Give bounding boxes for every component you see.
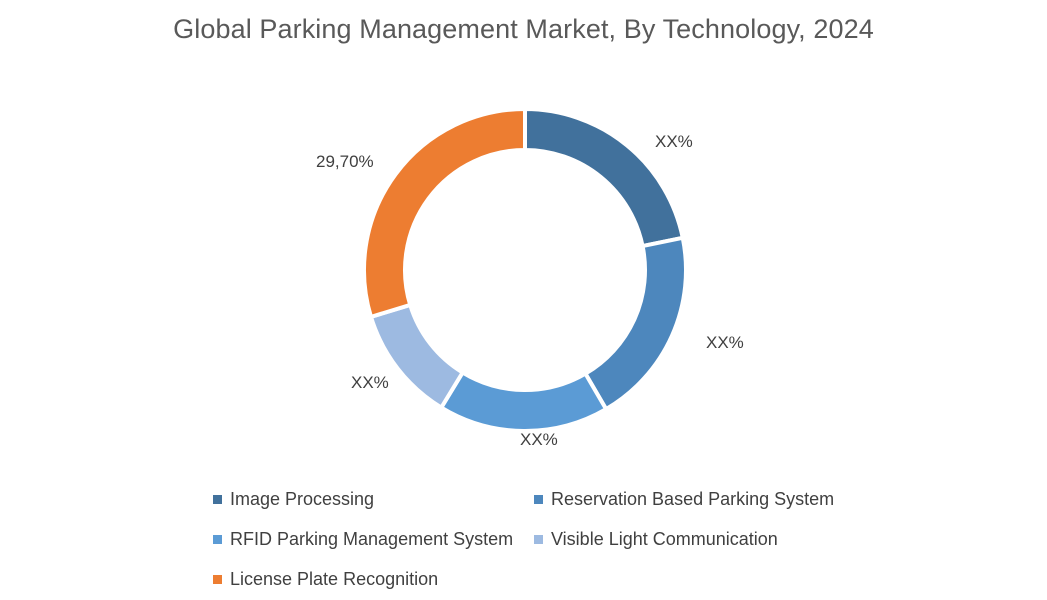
legend-item-reservation-based[interactable]: Reservation Based Parking System [534,489,834,510]
data-label-reservation-based: XX% [706,333,744,352]
legend-swatch-icon [213,575,222,584]
legend-label: Reservation Based Parking System [551,489,835,509]
legend-swatch-icon [534,535,543,544]
donut-slice-image-processing[interactable] [523,106,686,249]
donut-slice-rfid[interactable] [438,369,609,433]
legend-item-image-processing[interactable]: Image Processing [213,489,374,510]
legend-item-visible-light[interactable]: Visible Light Communication [534,529,778,550]
legend-item-rfid[interactable]: RFID Parking Management System [213,529,513,550]
legend-label: Visible Light Communication [551,529,778,549]
legend-swatch-icon [213,495,222,504]
legend-swatch-icon [534,495,543,504]
legend-label: RFID Parking Management System [230,529,514,549]
data-label-visible-light: XX% [351,373,389,392]
legend-swatch-icon [213,535,222,544]
legend-label: License Plate Recognition [230,569,439,589]
legend-item-license-plate[interactable]: License Plate Recognition [213,569,438,590]
data-label-license-plate: 29,70% [316,152,374,171]
data-label-rfid: XX% [520,430,558,449]
data-label-image-processing: XX% [655,132,693,151]
chart-title: Global Parking Management Market, By Tec… [173,14,874,44]
donut-slice-license-plate[interactable] [362,106,527,320]
legend-label: Image Processing [230,489,375,509]
donut-slice-reservation-based[interactable] [582,235,688,412]
